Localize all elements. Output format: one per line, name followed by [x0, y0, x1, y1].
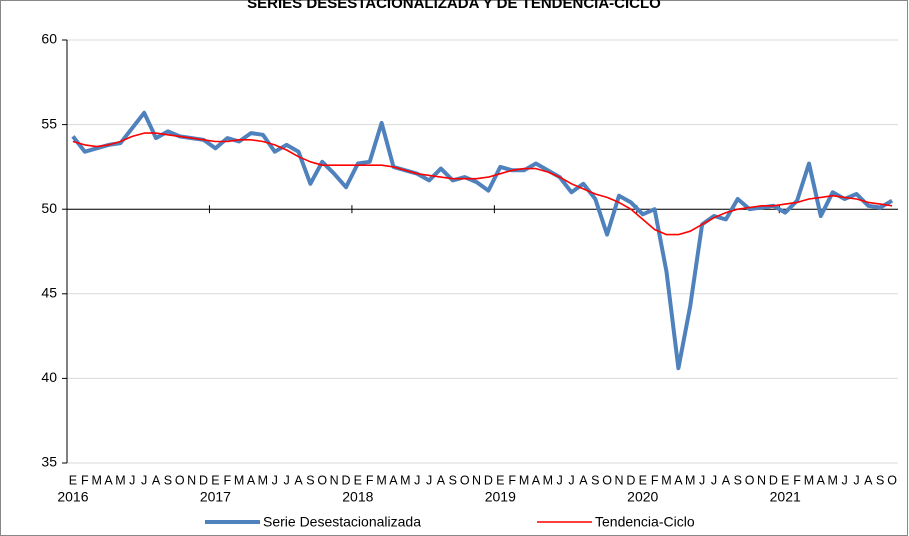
- series-line: [72, 132, 893, 236]
- x-tick-label: M: [258, 473, 268, 487]
- x-tick-label: A: [722, 473, 731, 487]
- x-tick-label: S: [449, 473, 457, 487]
- x-tick-label: E: [639, 473, 647, 487]
- x-tick-label: A: [152, 473, 161, 487]
- x-tick-label: N: [472, 473, 481, 487]
- x-tick-label: M: [661, 473, 671, 487]
- y-tick-label: 50: [41, 200, 57, 216]
- year-label: 2021: [770, 489, 801, 505]
- x-tick-label: S: [876, 473, 884, 487]
- x-tick-label: M: [115, 473, 125, 487]
- x-tick-label: E: [496, 473, 504, 487]
- x-tick-label: J: [272, 473, 278, 487]
- x-tick-label: A: [674, 473, 683, 487]
- x-tick-label: A: [532, 473, 541, 487]
- x-tick-label: J: [141, 473, 147, 487]
- y-tick-label: 40: [41, 369, 57, 385]
- year-label: 2020: [627, 489, 658, 505]
- x-tick-label: F: [223, 473, 231, 487]
- x-tick-label: M: [685, 473, 695, 487]
- x-tick-label: E: [69, 473, 77, 487]
- x-tick-label: M: [827, 473, 837, 487]
- y-tick-label: 35: [41, 454, 57, 470]
- x-tick-label: O: [175, 473, 185, 487]
- series-line: [71, 110, 894, 371]
- x-tick-label: M: [400, 473, 410, 487]
- x-tick-label: D: [199, 473, 208, 487]
- x-tick-label: S: [306, 473, 314, 487]
- legend-label: Tendencia-Ciclo: [595, 514, 695, 530]
- x-tick-label: S: [164, 473, 172, 487]
- x-tick-label: A: [864, 473, 873, 487]
- x-tick-label: D: [341, 473, 350, 487]
- x-tick-label: D: [626, 473, 635, 487]
- x-tick-label: O: [745, 473, 755, 487]
- x-tick-label: N: [615, 473, 624, 487]
- y-tick-label: 55: [41, 115, 57, 131]
- y-tick-label: 60: [41, 31, 57, 47]
- x-tick-label: A: [817, 473, 826, 487]
- x-tick-label: J: [853, 473, 859, 487]
- x-tick-label: M: [519, 473, 529, 487]
- x-tick-label: A: [294, 473, 303, 487]
- x-tick-label: A: [104, 473, 113, 487]
- x-tick-label: O: [460, 473, 470, 487]
- y-tick-label: 45: [41, 285, 57, 301]
- chart-title: SERIES DESESTACIONALIZADA Y DE TENDENCIA…: [247, 0, 661, 12]
- x-tick-label: J: [129, 473, 135, 487]
- x-tick-label: E: [781, 473, 789, 487]
- x-tick-label: J: [414, 473, 420, 487]
- x-tick-label: F: [81, 473, 89, 487]
- x-tick-label: A: [579, 473, 588, 487]
- x-tick-label: N: [330, 473, 339, 487]
- x-tick-label: M: [91, 473, 101, 487]
- x-tick-label: J: [426, 473, 432, 487]
- x-tick-label: J: [283, 473, 289, 487]
- x-tick-label: J: [841, 473, 847, 487]
- year-label: 2017: [200, 489, 231, 505]
- legend-label: Serie Desestacionalizada: [263, 514, 421, 530]
- year-label: 2018: [342, 489, 373, 505]
- x-tick-label: M: [804, 473, 814, 487]
- x-tick-label: A: [247, 473, 256, 487]
- x-tick-label: M: [543, 473, 553, 487]
- x-tick-label: N: [757, 473, 766, 487]
- x-tick-label: S: [591, 473, 599, 487]
- x-tick-label: O: [602, 473, 612, 487]
- year-label: 2019: [485, 489, 516, 505]
- x-tick-label: D: [769, 473, 778, 487]
- x-tick-label: S: [734, 473, 742, 487]
- x-tick-label: N: [187, 473, 196, 487]
- x-tick-label: E: [211, 473, 219, 487]
- x-tick-label: A: [389, 473, 398, 487]
- x-tick-label: O: [317, 473, 327, 487]
- x-tick-label: F: [793, 473, 801, 487]
- x-tick-label: M: [376, 473, 386, 487]
- x-tick-label: F: [366, 473, 374, 487]
- x-tick-label: F: [651, 473, 659, 487]
- x-tick-label: J: [568, 473, 574, 487]
- x-tick-label: E: [354, 473, 362, 487]
- x-tick-label: A: [437, 473, 446, 487]
- x-tick-label: F: [508, 473, 516, 487]
- year-label: 2016: [57, 489, 88, 505]
- x-tick-label: O: [887, 473, 897, 487]
- x-tick-label: J: [699, 473, 705, 487]
- x-tick-label: J: [557, 473, 563, 487]
- x-tick-label: J: [711, 473, 717, 487]
- x-tick-label: D: [484, 473, 493, 487]
- x-tick-label: M: [234, 473, 244, 487]
